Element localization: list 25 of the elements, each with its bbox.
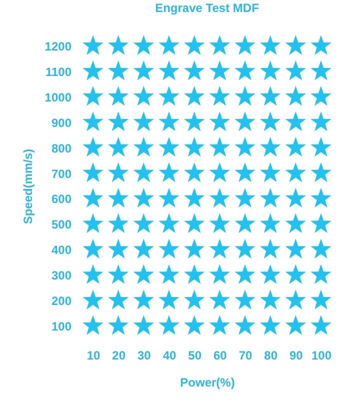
x-tick-label: 20	[112, 348, 126, 362]
y-tick-label: 200	[51, 294, 72, 308]
y-tick-label: 400	[51, 243, 72, 258]
x-tick-label: 50	[188, 348, 202, 362]
chart-title: Engrave Test MDF	[155, 1, 259, 16]
x-tick-label: 70	[238, 348, 252, 362]
x-tick-label: 30	[137, 348, 152, 362]
x-axis-title: Power(%)	[180, 376, 235, 390]
x-tick-label: 60	[213, 348, 228, 362]
y-tick-label: 600	[51, 192, 72, 206]
y-axis-title: Speed(mm/s)	[20, 148, 35, 224]
y-tick-label: 900	[51, 116, 72, 130]
y-tick-label: 1100	[45, 64, 72, 79]
y-tick-label: 100	[51, 320, 72, 334]
y-tick-label: 300	[51, 268, 72, 283]
y-tick-label: 500	[51, 218, 72, 232]
x-tick-label: 90	[289, 348, 304, 362]
x-tick-label: 10	[86, 348, 100, 362]
y-tick-label: 700	[51, 166, 72, 181]
x-tick-label: 100	[311, 348, 332, 362]
x-tick-label: 80	[264, 348, 278, 362]
y-tick-label: 1200	[44, 40, 72, 54]
x-tick-label: 40	[162, 348, 176, 362]
y-tick-label: 800	[51, 141, 72, 156]
y-tick-label: 1000	[44, 90, 72, 104]
